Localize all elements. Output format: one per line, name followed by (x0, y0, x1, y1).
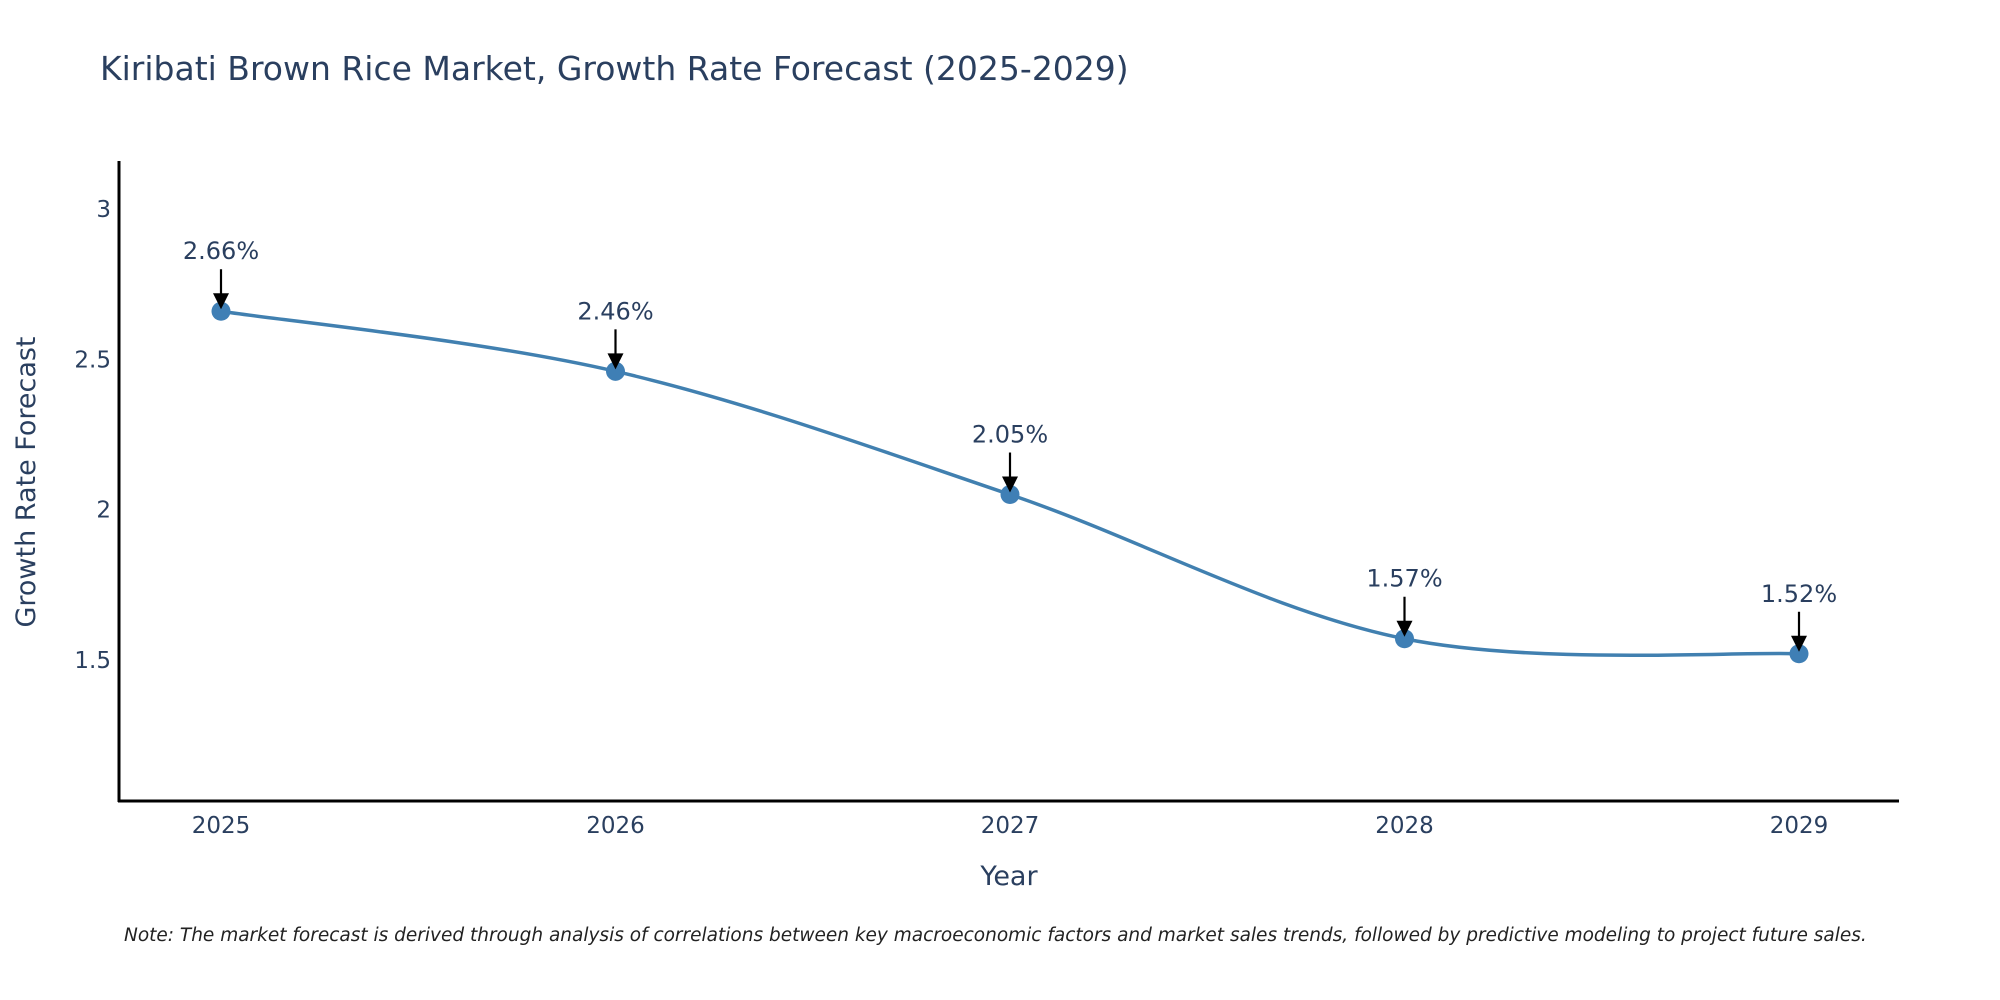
chart-title: Kiribati Brown Rice Market, Growth Rate … (100, 49, 1129, 88)
x-axis-title: Year (979, 861, 1038, 892)
x-axis-ticks: 2025 2026 2027 2028 2029 (192, 813, 1829, 839)
x-tick-label: 2025 (192, 813, 251, 839)
y-tick-label: 2 (96, 498, 111, 524)
data-label: 2.46% (577, 297, 653, 325)
data-label: 2.66% (183, 237, 259, 265)
annotation-arrow-head (1791, 635, 1807, 652)
data-point (606, 361, 625, 381)
x-tick-label: 2026 (586, 813, 645, 839)
annotation-arrow-head (607, 353, 624, 370)
data-label: 1.52% (1761, 580, 1837, 608)
data-label: 2.05% (972, 421, 1048, 449)
x-tick-label: 2027 (981, 813, 1040, 839)
data-point (1395, 629, 1414, 649)
data-point (1789, 644, 1809, 664)
annotation-arrow-head (1396, 620, 1413, 637)
plot-area: 2.66% 2.46% 2.05% 1.57% 1.52% (183, 237, 1837, 664)
footnote: Note: The market forecast is derived thr… (124, 925, 1867, 946)
y-axis-ticks: 1.5 2 2.5 3 (74, 197, 111, 674)
data-point (1000, 485, 1020, 505)
y-tick-label: 2.5 (74, 347, 111, 373)
y-axis-title: Growth Rate Forecast (11, 336, 42, 627)
annotation-arrow-head (1002, 476, 1018, 493)
data-point (211, 301, 231, 321)
y-tick-label: 3 (96, 197, 111, 223)
annotation-arrow-head (213, 293, 229, 310)
data-label: 1.57% (1366, 565, 1442, 593)
y-tick-label: 1.5 (74, 648, 111, 674)
x-tick-label: 2029 (1770, 813, 1829, 839)
x-tick-label: 2028 (1375, 813, 1434, 839)
